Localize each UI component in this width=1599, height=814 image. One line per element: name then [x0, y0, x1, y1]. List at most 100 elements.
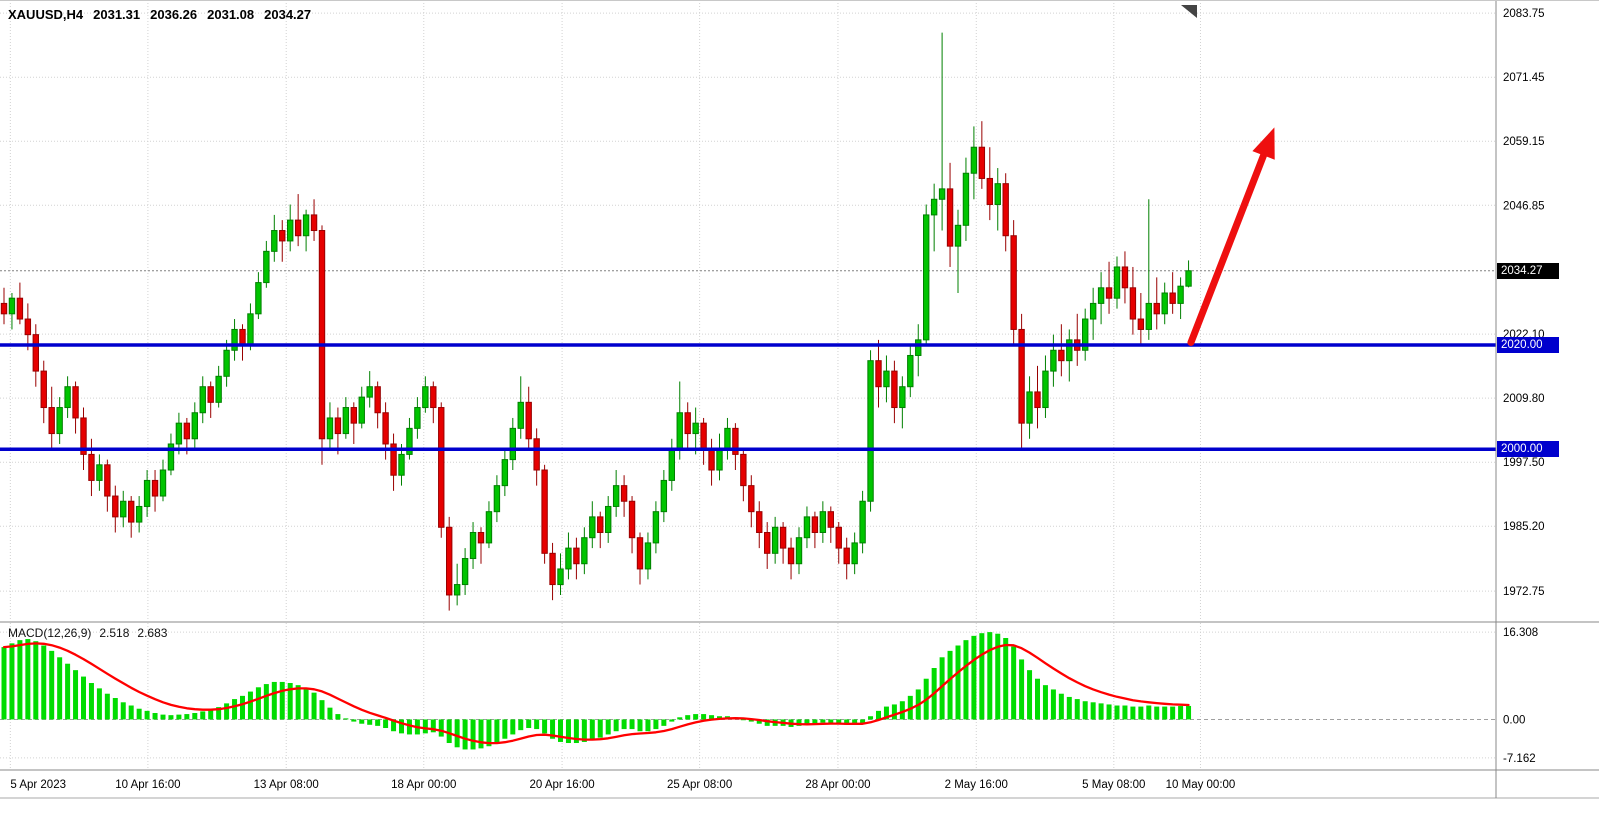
candle-body [422, 386, 429, 409]
candle-body [414, 407, 421, 429]
candle-body [326, 417, 334, 440]
symbol-period-label: XAUUSD,H4 [8, 7, 84, 22]
price-axis-label: 2083.75 [1503, 8, 1545, 20]
candle-body [318, 230, 326, 440]
macd-bar [979, 633, 985, 720]
macd-bar [1011, 646, 1017, 720]
macd-bar [565, 719, 571, 744]
candle-body [1082, 318, 1089, 351]
candle-body [96, 464, 103, 481]
macd-bar [836, 719, 842, 724]
macd-bar [208, 709, 214, 720]
time-axis-label: 13 Apr 08:00 [254, 779, 319, 791]
candle-body [398, 453, 405, 476]
candle-body [159, 469, 167, 497]
macd-bar [152, 713, 158, 720]
macd-bar [25, 639, 31, 720]
candle-body [954, 224, 962, 247]
macd-bar [351, 719, 357, 722]
candle-body [875, 360, 882, 388]
candle-body [835, 526, 842, 549]
ohlc-high: 2036.26 [150, 7, 198, 22]
candle-body [8, 297, 16, 315]
candle-body [1185, 270, 1192, 287]
candle-body [636, 537, 644, 570]
macd-bar [844, 719, 850, 725]
candle-body [358, 396, 365, 424]
macd-bar [661, 719, 667, 726]
trend-arrow[interactable] [1187, 127, 1275, 346]
macd-bar [1114, 705, 1120, 720]
candle-body [891, 370, 898, 409]
price-axis[interactable] [1497, 1, 1599, 771]
macd-indicator-title: MACD(12,26,9) 2.518 2.683 [8, 626, 167, 640]
candle-body [724, 427, 731, 450]
candle-body [764, 531, 771, 554]
candle-body [24, 318, 32, 336]
macd-bar [176, 714, 182, 720]
candle-body [628, 500, 636, 539]
macd-bar [478, 719, 484, 749]
macd-bar [279, 681, 285, 720]
macd-bar [144, 710, 150, 720]
macd-bar [319, 700, 325, 720]
macd-bar [526, 719, 532, 729]
candle-body [756, 511, 763, 533]
candle-body [430, 386, 437, 409]
macd-bar [216, 707, 222, 720]
macd-signal-value: 2.683 [137, 626, 168, 640]
macd-bar [995, 633, 1001, 720]
macd-bar [573, 719, 579, 744]
macd-bar [701, 714, 707, 720]
macd-bar [558, 719, 563, 742]
candle-body [620, 485, 628, 502]
candle-body [1050, 349, 1057, 372]
macd-bar [367, 719, 373, 725]
candle-body [930, 198, 938, 216]
candle-body [255, 282, 262, 315]
macd-signal-line [2, 642, 1190, 745]
macd-bar [303, 688, 309, 720]
time-axis-label: 10 May 00:00 [1166, 779, 1236, 791]
macd-bar [796, 719, 802, 726]
macd-bar [502, 719, 508, 739]
price-axis-label: 2046.85 [1503, 200, 1545, 212]
candle-body [143, 479, 151, 507]
macd-bar [1130, 706, 1136, 720]
macd-bar [391, 719, 397, 732]
macd-bar [462, 719, 468, 750]
macd-label: MACD(12,26,9) [8, 626, 92, 640]
macd-bar [605, 719, 611, 735]
macd-axis-label: -7.162 [1503, 753, 1536, 765]
time-axis[interactable] [0, 771, 1599, 798]
candle-body [461, 558, 469, 586]
candle-body [612, 485, 620, 507]
macd-bar [637, 719, 643, 732]
macd-bar [748, 719, 754, 722]
candle-body [1034, 391, 1041, 409]
candle-body [923, 214, 930, 341]
candle-body [366, 386, 373, 398]
macd-bar [693, 714, 699, 720]
candle-body [509, 427, 517, 461]
macd-main-value: 2.518 [99, 626, 130, 640]
macd-bar [852, 719, 858, 724]
candle-body [310, 214, 318, 232]
macd-bar [740, 719, 746, 721]
macd-bar [597, 719, 603, 738]
candle-body [605, 505, 612, 533]
macd-bar [359, 719, 365, 724]
macd-bar [335, 714, 341, 720]
candle-body [1113, 266, 1121, 299]
macd-bar [947, 650, 953, 720]
candle-body [883, 370, 890, 388]
chart-shift-marker-icon[interactable] [1181, 5, 1197, 18]
macd-bar [263, 684, 269, 720]
candle-body [1018, 328, 1025, 424]
macd-bar [375, 719, 381, 726]
candle-body [851, 542, 858, 565]
macd-bar [49, 650, 55, 720]
candle-body [700, 422, 707, 450]
candle-body [239, 328, 246, 346]
